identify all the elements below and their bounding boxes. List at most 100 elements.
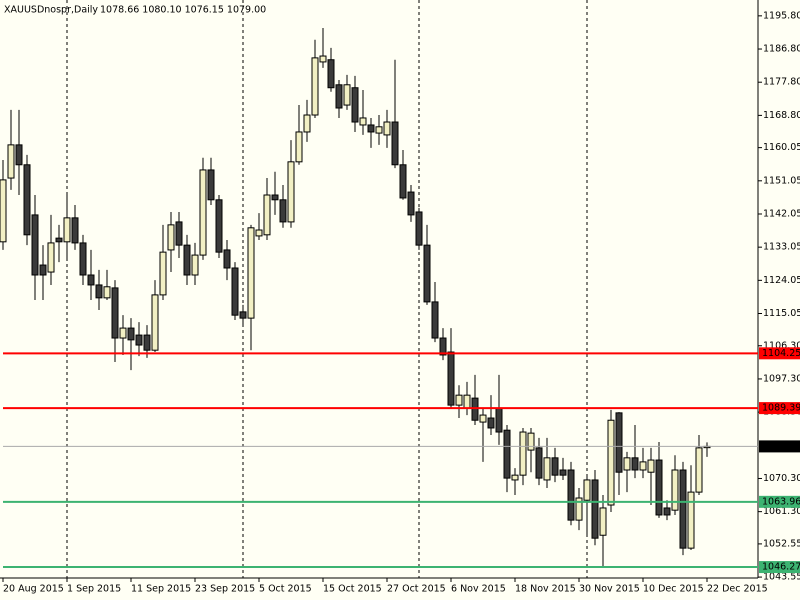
candle-body [215, 199, 223, 253]
chart-title: XAUUSDnospr,Daily [4, 5, 98, 16]
y-tick-label: 1061.30 [763, 506, 800, 517]
price-level-tag [759, 402, 800, 415]
candle-body [287, 161, 295, 223]
candle-body [535, 447, 543, 479]
candle-body [399, 164, 407, 199]
candle-body [47, 242, 55, 273]
x-tick-label: 6 Nov 2015 [451, 584, 506, 595]
y-tick-label: 1133.05 [763, 242, 800, 253]
x-tick-label: 18 Nov 2015 [515, 584, 576, 595]
candle-body [231, 267, 239, 316]
candle-body [255, 229, 263, 237]
candle-body [199, 169, 207, 256]
candle-body [599, 507, 607, 536]
candle-body [103, 286, 111, 299]
price-level-label: 1079.00 [762, 441, 800, 452]
candle-body [527, 432, 535, 451]
y-tick-label: 1043.55 [763, 572, 800, 583]
price-level-label: 1104.25 [762, 348, 800, 359]
candle-body [495, 407, 503, 433]
y-tick-label: 1052.55 [763, 538, 800, 549]
candle-body [135, 334, 143, 346]
candle-body [655, 459, 663, 516]
y-tick-label: 1097.30 [763, 373, 800, 384]
y-tick-label: 1142.05 [763, 208, 800, 219]
candle-body [351, 87, 359, 123]
candle-body [623, 457, 631, 471]
candle-body [55, 237, 63, 243]
candle-body [95, 284, 103, 299]
candle-body [359, 117, 367, 126]
candle-body [15, 144, 23, 166]
candle-body [519, 431, 527, 476]
candle-body [551, 457, 559, 476]
candle-body [423, 244, 431, 303]
y-tick-label: 1115.05 [763, 308, 800, 319]
y-tick-label: 1151.05 [763, 175, 800, 186]
x-tick-label: 10 Dec 2015 [643, 584, 704, 595]
x-tick-label: 15 Oct 2015 [323, 584, 382, 595]
candle-body [559, 469, 567, 476]
candle-body [279, 199, 287, 223]
candle-body [63, 217, 71, 243]
x-tick-label: 20 Aug 2015 [3, 584, 64, 595]
x-tick-label: 11 Sep 2015 [131, 584, 191, 595]
candle-body [567, 469, 575, 521]
candle-body [575, 497, 583, 521]
price-level-label: 1046.27 [762, 562, 800, 573]
candle-body [607, 419, 615, 506]
y-tick-label: 1124.05 [763, 275, 800, 286]
candle-body [207, 169, 215, 201]
candle-body [631, 457, 639, 471]
price-level-tag [759, 347, 800, 360]
candle-body [463, 394, 471, 409]
candle-body [303, 114, 311, 133]
x-tick-label: 23 Sep 2015 [195, 584, 255, 595]
price-level-tag [759, 495, 800, 508]
candle-body [191, 254, 199, 276]
candle-body [247, 227, 255, 319]
candle-body [615, 412, 623, 473]
candle-body [455, 394, 463, 406]
candle-body [335, 84, 343, 109]
x-tick-label: 22 Dec 2015 [707, 584, 768, 595]
candle-body [407, 191, 415, 216]
price-level-label: 1063.96 [762, 496, 800, 507]
candle-body [271, 194, 279, 201]
candle-body [327, 59, 335, 89]
candle-body [695, 447, 703, 493]
price-level-tag [759, 440, 800, 453]
candle-body [31, 214, 39, 276]
x-tick-label: 1 Sep 2015 [67, 584, 121, 595]
candle-body [263, 194, 271, 236]
candle-body [159, 251, 167, 296]
y-tick-label: 1106.30 [763, 340, 800, 351]
candle-body [431, 301, 439, 339]
candle-body [375, 126, 383, 134]
candle-body [543, 457, 551, 481]
candle-body [79, 242, 87, 276]
candle-body [471, 397, 479, 421]
candle-body [239, 311, 247, 319]
x-tick-label: 30 Nov 2015 [579, 584, 640, 595]
y-tick-label: 1177.80 [763, 77, 800, 88]
candle-body [583, 479, 591, 501]
candle-body [663, 507, 671, 516]
candle-body [391, 121, 399, 166]
candle-body [127, 327, 135, 341]
candle-body [503, 429, 511, 479]
candle-body [39, 264, 47, 276]
candle-body [343, 84, 351, 106]
y-tick-label: 1160.05 [763, 142, 800, 153]
candle-body [439, 337, 447, 356]
y-tick-label: 1195.80 [763, 10, 800, 21]
candle-body [367, 124, 375, 133]
candle-body [151, 294, 159, 351]
price-level-label: 1089.39 [762, 403, 800, 414]
candle-body [87, 274, 95, 286]
y-tick-label: 1186.80 [763, 44, 800, 55]
candle-body [447, 351, 455, 406]
candle-body [7, 144, 15, 179]
candle-body [175, 221, 183, 246]
